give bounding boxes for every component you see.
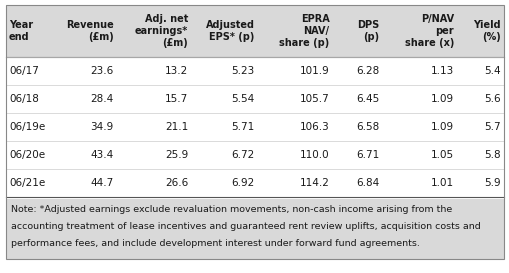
Text: 06/20e: 06/20e bbox=[9, 150, 45, 160]
Text: 6.72: 6.72 bbox=[231, 150, 254, 160]
Text: 6.92: 6.92 bbox=[231, 178, 254, 188]
Text: Adjusted
EPS* (p): Adjusted EPS* (p) bbox=[205, 20, 254, 42]
Text: 1.01: 1.01 bbox=[430, 178, 453, 188]
Bar bbox=[6, 57, 503, 85]
Text: DPS
(p): DPS (p) bbox=[356, 20, 379, 42]
Text: 5.23: 5.23 bbox=[231, 66, 254, 76]
Text: 1.09: 1.09 bbox=[430, 122, 453, 132]
Text: 5.4: 5.4 bbox=[484, 66, 500, 76]
Text: 13.2: 13.2 bbox=[165, 66, 188, 76]
Text: 5.54: 5.54 bbox=[231, 94, 254, 104]
Text: 6.84: 6.84 bbox=[355, 178, 379, 188]
Text: 5.7: 5.7 bbox=[484, 122, 500, 132]
Bar bbox=[6, 141, 503, 169]
Text: 6.58: 6.58 bbox=[355, 122, 379, 132]
Text: accounting treatment of lease incentives and guaranteed rent review uplifts, acq: accounting treatment of lease incentives… bbox=[11, 222, 480, 231]
Bar bbox=[6, 199, 503, 259]
Text: P/NAV
per
share (x): P/NAV per share (x) bbox=[404, 14, 453, 48]
Text: 06/19e: 06/19e bbox=[9, 122, 45, 132]
Text: 1.05: 1.05 bbox=[430, 150, 453, 160]
Text: 6.28: 6.28 bbox=[355, 66, 379, 76]
Text: 5.6: 5.6 bbox=[484, 94, 500, 104]
Text: 23.6: 23.6 bbox=[90, 66, 114, 76]
Text: 15.7: 15.7 bbox=[165, 94, 188, 104]
Text: 114.2: 114.2 bbox=[299, 178, 329, 188]
Text: Adj. net
earnings*
(£m): Adj. net earnings* (£m) bbox=[135, 14, 188, 48]
Bar bbox=[6, 85, 503, 113]
Text: 1.13: 1.13 bbox=[430, 66, 453, 76]
Text: 106.3: 106.3 bbox=[299, 122, 329, 132]
Text: 21.1: 21.1 bbox=[165, 122, 188, 132]
Text: 06/21e: 06/21e bbox=[9, 178, 45, 188]
Text: 28.4: 28.4 bbox=[90, 94, 114, 104]
Text: Note: *Adjusted earnings exclude revaluation movements, non-cash income arising : Note: *Adjusted earnings exclude revalua… bbox=[11, 205, 451, 214]
Text: 43.4: 43.4 bbox=[90, 150, 114, 160]
Bar bbox=[6, 113, 503, 141]
Text: 110.0: 110.0 bbox=[299, 150, 329, 160]
Bar bbox=[6, 169, 503, 197]
Text: 1.09: 1.09 bbox=[430, 94, 453, 104]
Text: Year
end: Year end bbox=[9, 20, 33, 42]
Text: 25.9: 25.9 bbox=[165, 150, 188, 160]
Text: EPRA
NAV/
share (p): EPRA NAV/ share (p) bbox=[278, 14, 329, 48]
Text: 6.71: 6.71 bbox=[355, 150, 379, 160]
Text: 5.8: 5.8 bbox=[484, 150, 500, 160]
Text: 5.71: 5.71 bbox=[231, 122, 254, 132]
Bar bbox=[6, 5, 503, 57]
Text: performance fees, and include development interest under forward fund agreements: performance fees, and include developmen… bbox=[11, 239, 419, 248]
Text: 34.9: 34.9 bbox=[90, 122, 114, 132]
Text: 6.45: 6.45 bbox=[355, 94, 379, 104]
Text: 06/18: 06/18 bbox=[9, 94, 39, 104]
Text: Yield
(%): Yield (%) bbox=[472, 20, 500, 42]
Text: 06/17: 06/17 bbox=[9, 66, 39, 76]
Text: 101.9: 101.9 bbox=[299, 66, 329, 76]
Text: 105.7: 105.7 bbox=[299, 94, 329, 104]
Text: 26.6: 26.6 bbox=[165, 178, 188, 188]
Text: 5.9: 5.9 bbox=[484, 178, 500, 188]
Text: Revenue
(£m): Revenue (£m) bbox=[66, 20, 114, 42]
Text: 44.7: 44.7 bbox=[90, 178, 114, 188]
